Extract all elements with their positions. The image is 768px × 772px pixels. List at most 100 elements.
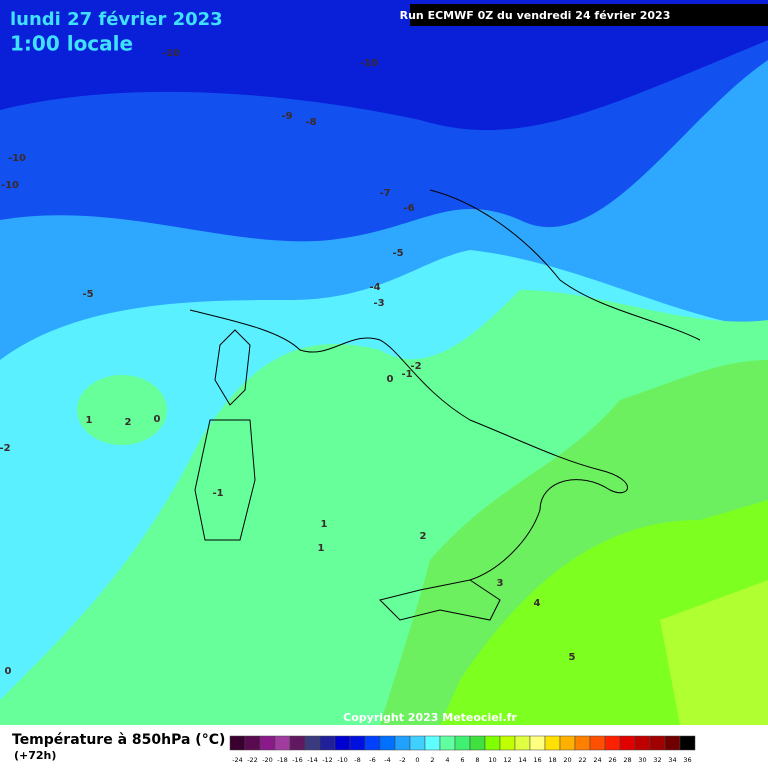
contour-label: -5: [392, 248, 403, 259]
contour-label: -2: [0, 443, 11, 454]
contour-label: -6: [403, 203, 414, 214]
color-swatch: [424, 735, 441, 751]
color-swatch: [484, 735, 501, 751]
contour-label: 1: [318, 543, 325, 554]
run-banner: [410, 4, 768, 26]
color-swatch: [679, 735, 696, 751]
color-swatch: [589, 735, 606, 751]
contour-label: -1: [212, 488, 223, 499]
scale-label: 2: [430, 756, 434, 764]
run-info: Run ECMWF 0Z du vendredi 24 février 2023: [400, 9, 671, 22]
color-swatch: [394, 735, 411, 751]
scale-label: -14: [307, 756, 318, 764]
copyright: Copyright 2023 Meteociel.fr: [343, 711, 517, 724]
contour-label: 3: [497, 578, 504, 589]
color-swatch: [454, 735, 471, 751]
contour-labels: -10-10-9-8-10-10-7-6-5-5-4-3-2-101 2 0-2-1…: [0, 48, 576, 677]
contour-label: 0: [387, 374, 394, 385]
lead-time: (+72h): [14, 749, 56, 762]
scale-label: -16: [292, 756, 303, 764]
color-swatch: [364, 735, 381, 751]
scale-label: -2: [399, 756, 405, 764]
chart-title: Température à 850hPa (°C): [12, 732, 225, 748]
color-swatch: [244, 735, 261, 751]
scale-label: 28: [623, 756, 631, 764]
scale-label: 14: [518, 756, 526, 764]
color-swatch: [604, 735, 621, 751]
contour-label: -1: [401, 369, 412, 380]
color-swatch: [304, 735, 321, 751]
scale-label: -12: [322, 756, 333, 764]
contour-label: -10: [162, 48, 180, 59]
color-swatch: [544, 735, 561, 751]
scale-label: 22: [578, 756, 586, 764]
contour-label: -9: [281, 111, 292, 122]
scale-label: -4: [384, 756, 390, 764]
color-swatch: [664, 735, 681, 751]
color-swatch: [439, 735, 456, 751]
color-swatch: [634, 735, 651, 751]
contour-label: 2: [420, 531, 427, 542]
scale-label: -8: [354, 756, 360, 764]
scale-label: 0: [415, 756, 419, 764]
contour-label: -4: [369, 282, 380, 293]
color-swatch: [289, 735, 306, 751]
color-swatch: [319, 735, 336, 751]
color-swatch: [334, 735, 351, 751]
scale-label: 32: [653, 756, 661, 764]
contour-label: 0: [154, 414, 161, 425]
scale-label: -22: [247, 756, 258, 764]
temp-band: [77, 375, 167, 445]
contour-label: -7: [379, 188, 390, 199]
scale-label: 16: [533, 756, 541, 764]
color-swatch: [619, 735, 636, 751]
contour-label: -2: [410, 361, 421, 372]
color-swatch: [514, 735, 531, 751]
color-swatch: [409, 735, 426, 751]
contour-label: -8: [305, 117, 316, 128]
date: lundi 27 février 2023: [10, 9, 223, 30]
scale-label: 20: [563, 756, 571, 764]
contour-label: -10: [8, 153, 26, 164]
color-swatch: [229, 735, 246, 751]
scale-label: 36: [683, 756, 691, 764]
color-swatch: [259, 735, 276, 751]
contour-label: -5: [82, 289, 93, 300]
color-swatch: [574, 735, 591, 751]
color-swatch: [529, 735, 546, 751]
color-swatch: [559, 735, 576, 751]
color-swatch: [469, 735, 486, 751]
contour-label: -10: [360, 58, 378, 69]
coastlines: [189, 189, 701, 621]
scale-label: 26: [608, 756, 616, 764]
color-swatch: [274, 735, 291, 751]
scale-label: 18: [548, 756, 556, 764]
scale-label: -18: [277, 756, 288, 764]
color-swatch: [649, 735, 666, 751]
contour-label: 0: [5, 666, 12, 677]
scale-label: -6: [369, 756, 375, 764]
temp-band: [660, 580, 768, 725]
contour-label: 4: [534, 598, 541, 609]
scale-label: 4: [445, 756, 449, 764]
contour-label: 1: [86, 415, 93, 426]
scale-label: -10: [337, 756, 348, 764]
contour-label: 5: [569, 652, 576, 663]
contour-label: 2: [125, 417, 132, 428]
scale-label: 34: [668, 756, 676, 764]
contour-label: -3: [373, 298, 384, 309]
scale-label: -24: [232, 756, 243, 764]
color-swatch: [349, 735, 366, 751]
scale-label: 8: [475, 756, 479, 764]
scale-label: 30: [638, 756, 646, 764]
contour-label: 1: [321, 519, 328, 530]
color-swatch: [379, 735, 396, 751]
color-swatch: [499, 735, 516, 751]
contour-label: -10: [1, 180, 19, 191]
scale-label: 6: [460, 756, 464, 764]
scale-label: 24: [593, 756, 601, 764]
scale-label: 10: [488, 756, 496, 764]
local-time: 1:00 locale: [10, 32, 133, 56]
color-scale: -24 -22 -20 -18 -16 -14 -12 -10 -8 -6 -4 -2 0 2 4 6 8 10 1…: [229, 735, 696, 764]
scale-label: 12: [503, 756, 511, 764]
